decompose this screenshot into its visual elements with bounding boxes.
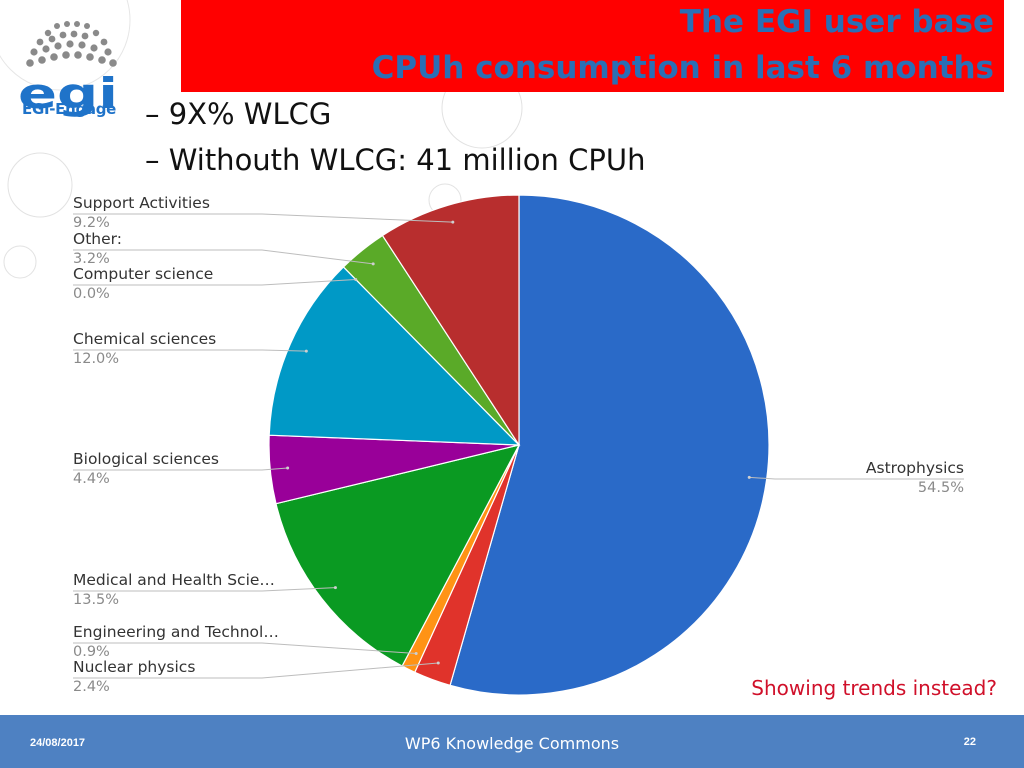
leader-dot-engineering-and-technol [414, 652, 418, 656]
leader-line-chemical-sciences [73, 349, 307, 352]
slice-value-other: 3.2% [73, 251, 110, 267]
leader-dot-support-activities [451, 220, 455, 224]
slice-value-engineering-and-technol: 0.9% [73, 644, 110, 660]
slice-label-other: Other: [73, 230, 122, 248]
pie-slice-chemical-sciences [268, 266, 521, 446]
slide-title: The EGI user base [679, 4, 994, 40]
trends-note: Showing trends instead? [751, 676, 997, 700]
page-number: 22 [963, 736, 976, 748]
bullet-wlcg-share: – 9X% WLCG [145, 97, 332, 131]
footer-bar: 24/08/2017 WP6 Knowledge Commons 22 [0, 715, 1024, 768]
logo-mark-text: egi [18, 69, 118, 118]
slice-label-medical-and-health-scie: Medical and Health Scie… [73, 571, 275, 589]
leader-line-engineering-and-technol [73, 642, 417, 655]
leader-line-other [73, 249, 374, 265]
footer-title: WP6 Knowledge Commons [404, 734, 620, 753]
slice-value-computer-science: 0.0% [73, 286, 110, 302]
leader-line-astrophysics [749, 476, 964, 480]
logo-wordmark: EGI-Engage [22, 100, 117, 118]
leader-line-medical-and-health-scie [73, 587, 336, 592]
leader-line-nuclear-physics [73, 662, 439, 679]
slice-value-medical-and-health-scie: 13.5% [73, 592, 119, 608]
leader-line-computer-science [73, 278, 356, 286]
leader-dot-chemical-sciences [304, 349, 308, 353]
bullet-without-wlcg: – Withouth WLCG: 41 million CPUh [145, 143, 646, 177]
slice-value-chemical-sciences: 12.0% [73, 351, 119, 367]
egi-logo-icon: egi [18, 21, 118, 118]
leader-dot-nuclear-physics [436, 661, 440, 665]
title-banner: The EGI user base CPUh consumption in la… [181, 0, 1004, 92]
leader-line-biological-sciences [73, 467, 288, 471]
slice-value-nuclear-physics: 2.4% [73, 679, 110, 695]
leader-dot-medical-and-health-scie [333, 586, 337, 590]
slice-label-nuclear-physics: Nuclear physics [73, 658, 195, 676]
slice-label-engineering-and-technol: Engineering and Technol… [73, 623, 279, 641]
leader-line-support-activities [73, 213, 453, 223]
leader-dot-computer-science [354, 277, 358, 281]
slice-label-chemical-sciences: Chemical sciences [73, 330, 216, 348]
pie-slice-medical-and-health-scie [275, 444, 521, 667]
leader-dot-other [371, 262, 375, 266]
slice-label-astrophysics: Astrophysics [866, 459, 964, 477]
footer-date: 24/08/2017 [30, 737, 86, 749]
slice-value-support-activities: 9.2% [73, 215, 110, 231]
slice-value-biological-sciences: 4.4% [73, 471, 110, 487]
slice-label-support-activities: Support Activities [73, 194, 210, 212]
pie-slice-support-activities [381, 194, 520, 448]
slice-value-astrophysics: 54.5% [918, 480, 964, 496]
slice-label-biological-sciences: Biological sciences [73, 450, 219, 468]
slice-label-computer-science: Computer science [73, 265, 213, 283]
leader-dot-astrophysics [747, 475, 751, 479]
slide-subtitle: CPUh consumption in last 6 months [371, 50, 994, 86]
leader-dot-biological-sciences [286, 466, 290, 470]
pie-slice-astrophysics [449, 194, 770, 696]
